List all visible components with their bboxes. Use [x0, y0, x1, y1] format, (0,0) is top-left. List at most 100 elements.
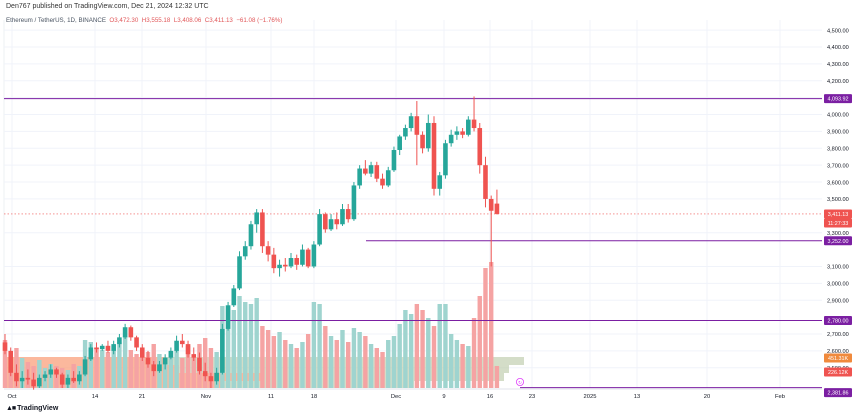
volume-bar	[277, 332, 282, 388]
volume-bar	[134, 354, 139, 388]
candle-body	[368, 165, 374, 174]
price-tick: 3,800.00	[827, 146, 849, 152]
volume-bar	[408, 314, 414, 388]
brand-label: TradingView	[17, 405, 59, 412]
volume-bar	[208, 348, 214, 388]
volume-bar	[122, 336, 128, 388]
candle-body	[105, 345, 111, 351]
volume-bar	[368, 344, 374, 388]
candle-body	[99, 345, 105, 350]
current-price-badge: 3,411.13	[828, 212, 849, 218]
volume-bar	[334, 340, 339, 388]
candle-body	[168, 350, 174, 358]
support-low-badge: 2,780.00	[828, 318, 849, 324]
volume-bar	[265, 330, 271, 388]
time-tick: Oct	[7, 394, 16, 400]
tradingview-brand[interactable]: ▲■ TradingView	[6, 405, 58, 412]
volume-bar	[443, 304, 448, 388]
candle-body	[448, 134, 454, 144]
volume-bar	[260, 326, 265, 388]
price-tick: 4,300.00	[827, 62, 849, 68]
time-tick: 11	[268, 394, 274, 400]
horizontal-levels	[4, 98, 822, 389]
volume-bar	[363, 336, 368, 388]
volume-bar	[466, 346, 471, 388]
time-tick: 2025	[584, 394, 597, 400]
volume-bar	[2, 340, 8, 388]
volume-bar	[494, 366, 500, 388]
candle-body	[305, 249, 311, 267]
volume-bar	[111, 348, 116, 388]
volume-bar	[454, 340, 460, 388]
volume-bar	[162, 358, 168, 388]
candle-body	[328, 219, 334, 230]
event-marker-icon	[516, 377, 525, 386]
price-tick: 3,900.00	[827, 130, 849, 136]
volume-bar	[328, 336, 334, 388]
volume-bar	[145, 352, 151, 388]
volume-b-badge-bg	[824, 353, 852, 363]
price-tick: 4,000.00	[827, 113, 849, 119]
support-low-badge-bg	[824, 315, 852, 325]
price-tick: 3,600.00	[827, 180, 849, 186]
volume-bar	[471, 318, 477, 388]
volume-bar	[288, 344, 294, 388]
time-axis[interactable]: Oct 14 21 Nov 11 18 Dec 9 16 23 2025 13 20 Feb	[7, 394, 785, 400]
price-tick: 3,500.00	[827, 197, 849, 203]
candle-body	[311, 244, 317, 267]
price-badges: 4,093.92 3,411.13 11:27:33 3,252.00 2,780.00…	[516, 94, 852, 398]
candle-body	[48, 369, 54, 375]
volume-bar	[271, 336, 277, 388]
candle-body	[157, 364, 162, 372]
candle-body	[94, 347, 99, 350]
candle-body	[260, 212, 265, 247]
volume-bar	[94, 348, 99, 388]
candle-body	[403, 128, 408, 137]
resistance-badge-bg	[824, 94, 852, 104]
time-tick: 16	[487, 394, 493, 400]
candle-body	[391, 149, 397, 171]
candle-body	[494, 203, 500, 214]
candle-body	[139, 347, 145, 358]
volume-bar	[185, 346, 191, 388]
price-tick: 2,700.00	[827, 332, 849, 338]
bottom-level-badge: 2,381.86	[828, 391, 849, 397]
candle-body	[42, 374, 48, 378]
candle-body	[357, 168, 362, 186]
candle-body	[477, 128, 483, 166]
candle-body	[425, 122, 431, 149]
symbol-title: Ethereum / TetherUS, 1D, BINANCE	[6, 17, 106, 24]
volume-bar	[243, 302, 248, 388]
low-value: L3,408.06	[173, 17, 202, 24]
candle-body	[197, 357, 202, 372]
candle-body	[71, 377, 76, 382]
candle-body	[162, 357, 168, 365]
candle-body	[134, 337, 139, 348]
candle-body	[317, 214, 322, 245]
support-badge: 3,252.00	[828, 239, 849, 245]
candle-body	[128, 327, 134, 338]
price-tick: 3,300.00	[827, 231, 849, 237]
candle-body	[208, 376, 214, 382]
candle-body	[180, 340, 185, 345]
open-value: O3,472.30	[109, 17, 139, 24]
volume-bar	[140, 348, 145, 388]
tradingview-logo-icon: ▲■	[6, 405, 16, 412]
candle-body	[145, 357, 151, 365]
volume-profile-down	[4, 373, 264, 381]
volume-bar	[248, 304, 254, 388]
candle-body	[271, 254, 277, 269]
candle-body	[225, 305, 231, 329]
candle-body	[443, 143, 448, 176]
volume-bar	[174, 350, 179, 388]
candle-body	[54, 369, 59, 375]
candle-body	[185, 344, 191, 355]
volume-b-badge: 451.31K	[828, 356, 848, 362]
candle-body	[77, 374, 82, 382]
candle-body	[282, 264, 288, 267]
candle-body	[488, 198, 494, 211]
countdown-badge-bg	[824, 218, 852, 228]
candle-body	[466, 119, 471, 135]
volume-bar	[88, 342, 93, 388]
